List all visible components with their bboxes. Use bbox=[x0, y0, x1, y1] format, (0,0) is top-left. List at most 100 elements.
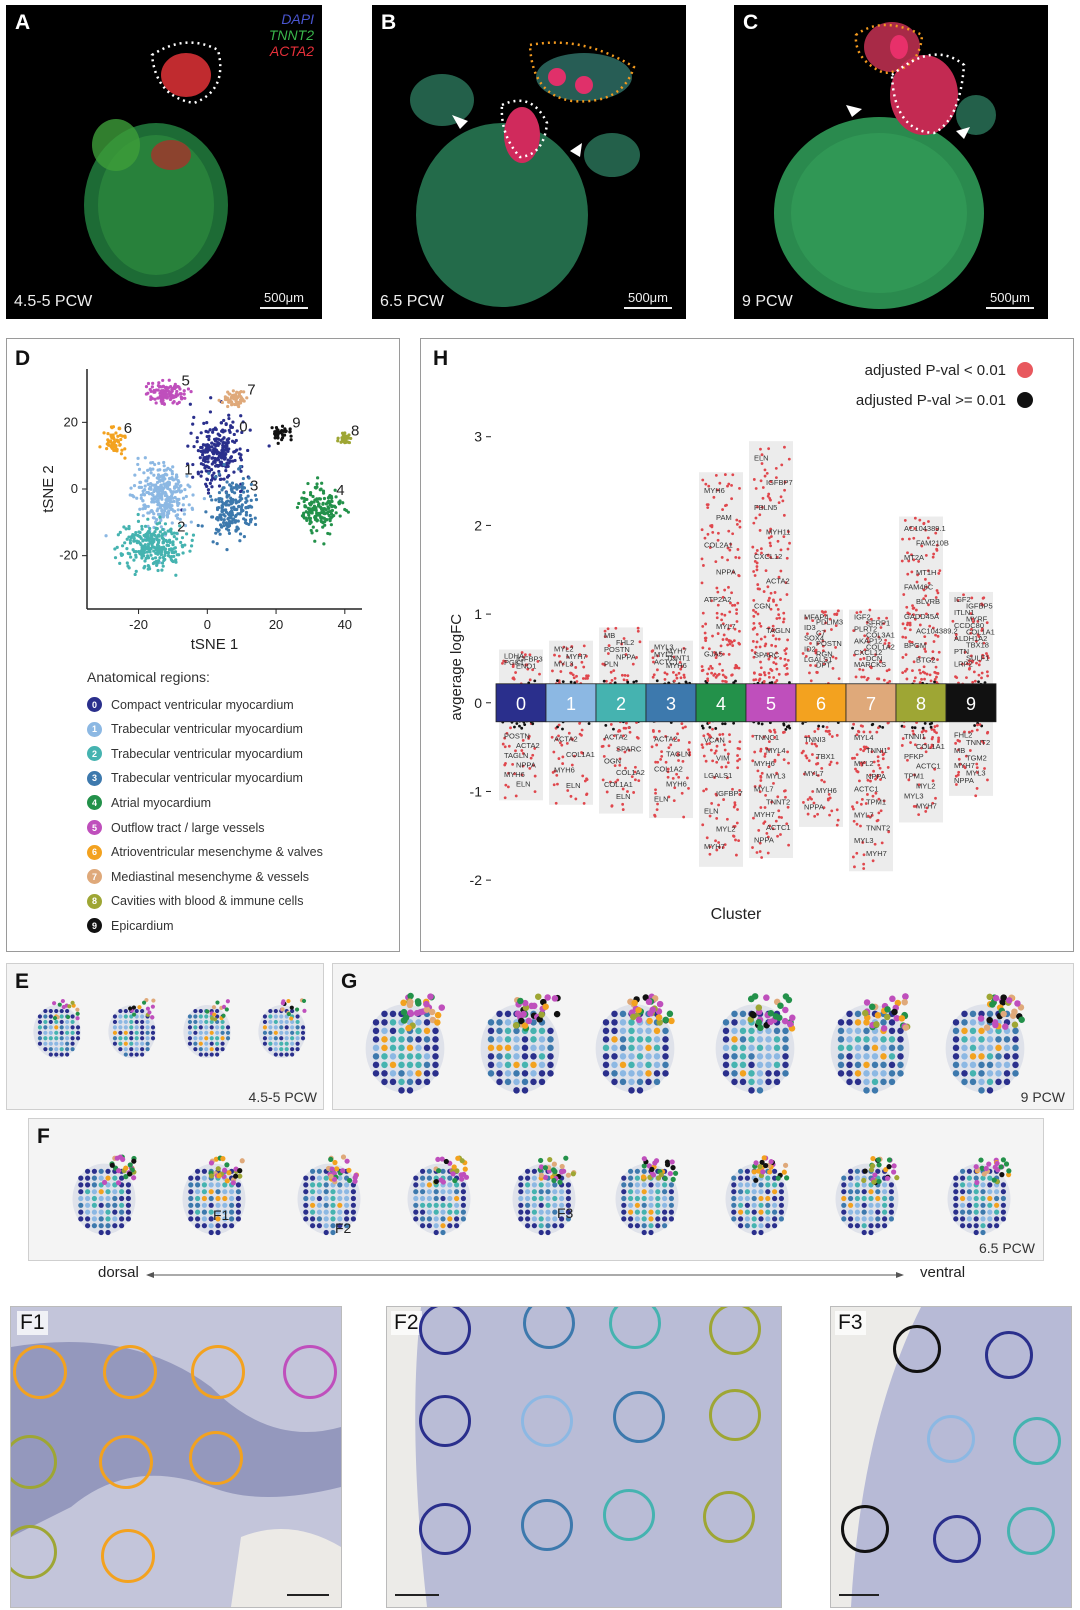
spot-c0 bbox=[78, 1175, 84, 1181]
tsne-point-c7 bbox=[226, 404, 230, 409]
spot-c0 bbox=[389, 1027, 397, 1035]
logfc-point bbox=[603, 737, 606, 741]
spot-c1 bbox=[91, 1209, 97, 1215]
tsne-point-c2 bbox=[160, 568, 164, 572]
logfc-point bbox=[706, 679, 710, 683]
logfc-point bbox=[804, 754, 808, 758]
logfc-point bbox=[884, 638, 888, 642]
tsne-point-c2 bbox=[164, 538, 168, 543]
logfc-point bbox=[809, 663, 812, 667]
logfc-point bbox=[951, 619, 955, 623]
spot-c0 bbox=[85, 1168, 91, 1174]
panel-a-scalebar: 500μm bbox=[260, 290, 308, 309]
tsne-point-c2 bbox=[162, 537, 166, 541]
logfc-point bbox=[917, 783, 921, 787]
spot-c3 bbox=[978, 1061, 985, 1069]
logfc-point bbox=[786, 638, 790, 642]
spot-c0 bbox=[112, 1223, 118, 1229]
logfc-point bbox=[801, 721, 805, 725]
logfc-point bbox=[812, 772, 816, 775]
tsne-point-c3 bbox=[225, 480, 229, 484]
logfc-point bbox=[622, 637, 626, 640]
logfc-gene-label: MYL2 bbox=[654, 650, 674, 659]
spot-c1 bbox=[54, 1041, 59, 1046]
logfc-point bbox=[755, 561, 759, 565]
spot-c1 bbox=[48, 1025, 53, 1030]
logfc-point bbox=[816, 642, 820, 646]
logfc-point bbox=[752, 816, 755, 820]
spot-c3 bbox=[188, 1182, 194, 1188]
spot-c1 bbox=[145, 1036, 150, 1041]
tsne-point-c5 bbox=[157, 381, 161, 385]
spot-c3 bbox=[731, 1010, 738, 1018]
logfc-point bbox=[654, 791, 657, 795]
logfc-point bbox=[735, 821, 739, 825]
logfc-point bbox=[721, 669, 724, 672]
spot-c1 bbox=[316, 1189, 322, 1195]
spot-c3 bbox=[262, 1030, 268, 1035]
logfc-point bbox=[770, 800, 774, 804]
logfc-point bbox=[788, 681, 791, 684]
spot-c2 bbox=[222, 1182, 228, 1188]
spot-c3 bbox=[330, 1229, 336, 1236]
logfc-point bbox=[754, 552, 758, 556]
spot-c0 bbox=[636, 1087, 644, 1094]
spot-c2 bbox=[330, 1202, 336, 1208]
logfc-point bbox=[654, 760, 658, 764]
tsne-point-c5 bbox=[167, 378, 171, 382]
tsne-point-c3 bbox=[249, 498, 253, 502]
logfc-point bbox=[955, 783, 958, 786]
logfc-point bbox=[886, 721, 890, 725]
logfc-point bbox=[773, 758, 777, 762]
tsne-point-c6 bbox=[108, 439, 113, 443]
logfc-point bbox=[975, 787, 979, 790]
logfc-point bbox=[612, 727, 615, 731]
logfc-cluster-box bbox=[595, 683, 647, 723]
spot-c3 bbox=[863, 1087, 870, 1094]
tsne-point-c2 bbox=[158, 515, 162, 519]
logfc-point bbox=[705, 742, 709, 746]
logfc-point bbox=[738, 629, 741, 633]
tsne-point-c3 bbox=[253, 522, 258, 527]
spot-c9 bbox=[891, 1008, 898, 1016]
tsne-point-c2 bbox=[158, 546, 162, 551]
spot-c0 bbox=[140, 1025, 145, 1030]
spot-c1 bbox=[513, 1036, 520, 1043]
logfc-point bbox=[814, 664, 818, 668]
tsne-point-c5 bbox=[152, 390, 156, 394]
tsne-point-c0 bbox=[205, 484, 209, 488]
logfc-point bbox=[777, 809, 781, 813]
logfc-point bbox=[633, 770, 637, 774]
spot-c0 bbox=[290, 1008, 295, 1014]
logfc-point bbox=[785, 667, 789, 670]
logfc-point bbox=[976, 723, 979, 727]
logfc-point bbox=[628, 730, 632, 734]
tsne-point-c1 bbox=[159, 484, 163, 488]
tsne-point-c0 bbox=[206, 491, 211, 495]
tsne-point-c3 bbox=[244, 513, 248, 517]
spot-c1 bbox=[426, 1189, 432, 1195]
spot-c6 bbox=[198, 1041, 203, 1046]
logfc-point bbox=[732, 825, 736, 828]
logfc-point bbox=[877, 797, 881, 801]
spot-c8 bbox=[210, 1016, 215, 1021]
spot-c3 bbox=[986, 1010, 994, 1018]
spot-c0 bbox=[235, 1182, 241, 1188]
logfc-point bbox=[705, 836, 709, 840]
spot-c3 bbox=[961, 1078, 968, 1086]
spot-c1 bbox=[552, 1189, 558, 1195]
logfc-point bbox=[624, 726, 628, 730]
logfc-point bbox=[862, 749, 865, 753]
spot-c0 bbox=[888, 1027, 896, 1035]
spot-c1 bbox=[78, 1195, 84, 1202]
spot-c1 bbox=[645, 1053, 652, 1060]
spot-c0 bbox=[37, 1030, 43, 1035]
logfc-point bbox=[701, 646, 705, 650]
spot-c0 bbox=[765, 1078, 772, 1086]
spot-c3 bbox=[420, 1216, 426, 1222]
logfc-point bbox=[703, 636, 707, 640]
logfc-point bbox=[558, 741, 562, 745]
logfc-point bbox=[760, 551, 763, 555]
panel-d-label: D bbox=[15, 347, 31, 370]
spot-c3 bbox=[98, 1168, 104, 1174]
